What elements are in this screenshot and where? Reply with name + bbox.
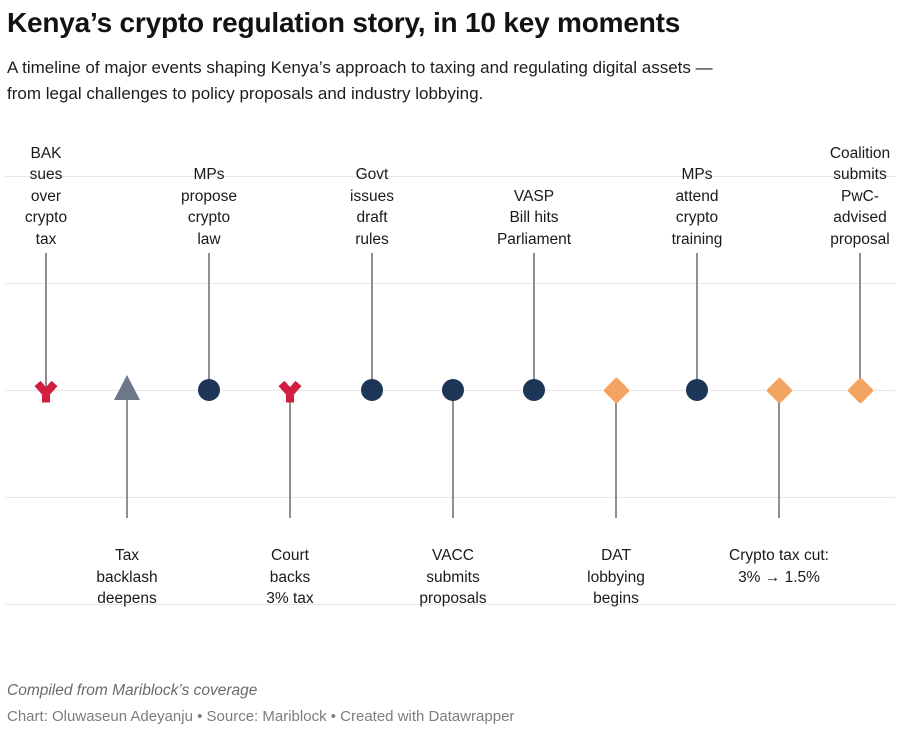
event-label: Coalition submits PwC- advised proposal (829, 144, 891, 248)
event-marker-circle (686, 379, 708, 401)
event-marker-circle (523, 379, 545, 401)
event-marker-triangle (113, 375, 140, 400)
event-label: Govt issues draft rules (350, 166, 394, 248)
event-connector-line (696, 253, 698, 390)
event-marker-diamond (602, 376, 630, 404)
event-label: MPs attend crypto training (671, 166, 723, 248)
event-connector-line (452, 390, 454, 518)
event-label: Tax backlash deepens (96, 547, 158, 607)
event-label: VACC submits proposals (419, 547, 487, 607)
event-connector-line (778, 390, 780, 518)
gridline (5, 497, 895, 498)
event-label: VASP Bill hits Parliament (496, 187, 572, 248)
event-marker-circle (361, 379, 383, 401)
gridline (5, 283, 895, 284)
event-marker-y (277, 377, 303, 403)
event-label: MPs propose crypto law (180, 166, 237, 248)
event-connector-line (371, 253, 373, 390)
event-connector-line (45, 253, 47, 390)
event-label: Court backs 3% tax (266, 547, 314, 607)
event-connector-line (289, 390, 291, 518)
event-label: DAT lobbying begins (587, 547, 645, 607)
event-connector-line (208, 253, 210, 390)
event-marker-y (33, 377, 59, 403)
event-marker-circle (442, 379, 464, 401)
gridline (5, 176, 895, 177)
y-shape-icon (278, 380, 302, 403)
event-connector-line (533, 253, 535, 390)
event-connector-line (615, 390, 617, 518)
footer-note: Compiled from Mariblock’s coverage (7, 682, 258, 699)
event-connector-line (859, 253, 861, 390)
event-label: Crypto tax cut: 3% → 1.5% (729, 547, 829, 586)
event-marker-diamond (765, 376, 793, 404)
chart-subtitle: A timeline of major events shaping Kenya… (7, 58, 713, 103)
event-marker-diamond (846, 376, 874, 404)
y-shape-icon (34, 380, 58, 403)
footer-byline: Chart: Oluwaseun Adeyanju • Source: Mari… (7, 708, 515, 725)
event-label: BAK sues over crypto tax (24, 144, 68, 248)
chart-title: Kenya’s crypto regulation story, in 10 k… (7, 7, 681, 38)
event-connector-line (126, 390, 128, 518)
gridline (5, 604, 895, 605)
event-marker-circle (198, 379, 220, 401)
